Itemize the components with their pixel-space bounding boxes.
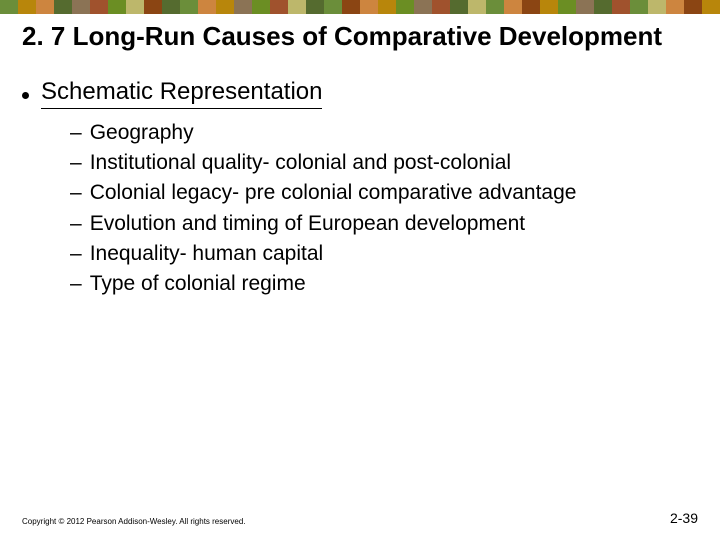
- border-segment: [594, 0, 612, 14]
- dash-icon: –: [70, 210, 82, 238]
- decorative-top-border: [0, 0, 720, 14]
- border-segment: [486, 0, 504, 14]
- border-segment: [504, 0, 522, 14]
- border-segment: [0, 0, 18, 14]
- border-segment: [576, 0, 594, 14]
- border-segment: [630, 0, 648, 14]
- border-segment: [684, 0, 702, 14]
- slide-title: 2. 7 Long-Run Causes of Comparative Deve…: [22, 22, 698, 52]
- slide-footer: Copyright © 2012 Pearson Addison-Wesley.…: [22, 510, 698, 526]
- border-segment: [90, 0, 108, 14]
- border-segment: [432, 0, 450, 14]
- border-segment: [36, 0, 54, 14]
- border-segment: [414, 0, 432, 14]
- border-segment: [702, 0, 720, 14]
- list-item-label: Geography: [90, 119, 194, 147]
- border-segment: [162, 0, 180, 14]
- list-item: – Geography: [70, 119, 698, 147]
- list-item: – Evolution and timing of European devel…: [70, 210, 698, 238]
- border-segment: [612, 0, 630, 14]
- list-item: – Type of colonial regime: [70, 270, 698, 298]
- bullet-dot: [22, 92, 29, 99]
- border-segment: [468, 0, 486, 14]
- border-segment: [450, 0, 468, 14]
- dash-icon: –: [70, 149, 82, 177]
- list-item: – Inequality- human capital: [70, 240, 698, 268]
- page-number: 2-39: [670, 510, 698, 526]
- border-segment: [324, 0, 342, 14]
- border-segment: [378, 0, 396, 14]
- border-segment: [396, 0, 414, 14]
- border-segment: [522, 0, 540, 14]
- border-segment: [72, 0, 90, 14]
- list-item: – Colonial legacy- pre colonial comparat…: [70, 179, 698, 207]
- dash-icon: –: [70, 240, 82, 268]
- border-segment: [180, 0, 198, 14]
- list-item-label: Colonial legacy- pre colonial comparativ…: [90, 179, 577, 207]
- border-segment: [558, 0, 576, 14]
- level2-list: – Geography – Institutional quality- col…: [22, 119, 698, 299]
- list-item: – Institutional quality- colonial and po…: [70, 149, 698, 177]
- dash-icon: –: [70, 270, 82, 298]
- list-item-label: Institutional quality- colonial and post…: [90, 149, 511, 177]
- border-segment: [360, 0, 378, 14]
- border-segment: [252, 0, 270, 14]
- border-segment: [306, 0, 324, 14]
- border-segment: [108, 0, 126, 14]
- border-segment: [540, 0, 558, 14]
- level1-heading: Schematic Representation: [41, 78, 322, 109]
- border-segment: [234, 0, 252, 14]
- list-item-label: Evolution and timing of European develop…: [90, 210, 525, 238]
- border-segment: [270, 0, 288, 14]
- dash-icon: –: [70, 119, 82, 147]
- level1-bullet: Schematic Representation: [22, 78, 698, 109]
- border-segment: [288, 0, 306, 14]
- border-segment: [648, 0, 666, 14]
- slide-content: 2. 7 Long-Run Causes of Comparative Deve…: [0, 14, 720, 299]
- copyright-text: Copyright © 2012 Pearson Addison-Wesley.…: [22, 517, 246, 526]
- border-segment: [666, 0, 684, 14]
- list-item-label: Type of colonial regime: [90, 270, 306, 298]
- border-segment: [126, 0, 144, 14]
- border-segment: [216, 0, 234, 14]
- border-segment: [198, 0, 216, 14]
- list-item-label: Inequality- human capital: [90, 240, 323, 268]
- border-segment: [54, 0, 72, 14]
- border-segment: [144, 0, 162, 14]
- border-segment: [18, 0, 36, 14]
- border-segment: [342, 0, 360, 14]
- dash-icon: –: [70, 179, 82, 207]
